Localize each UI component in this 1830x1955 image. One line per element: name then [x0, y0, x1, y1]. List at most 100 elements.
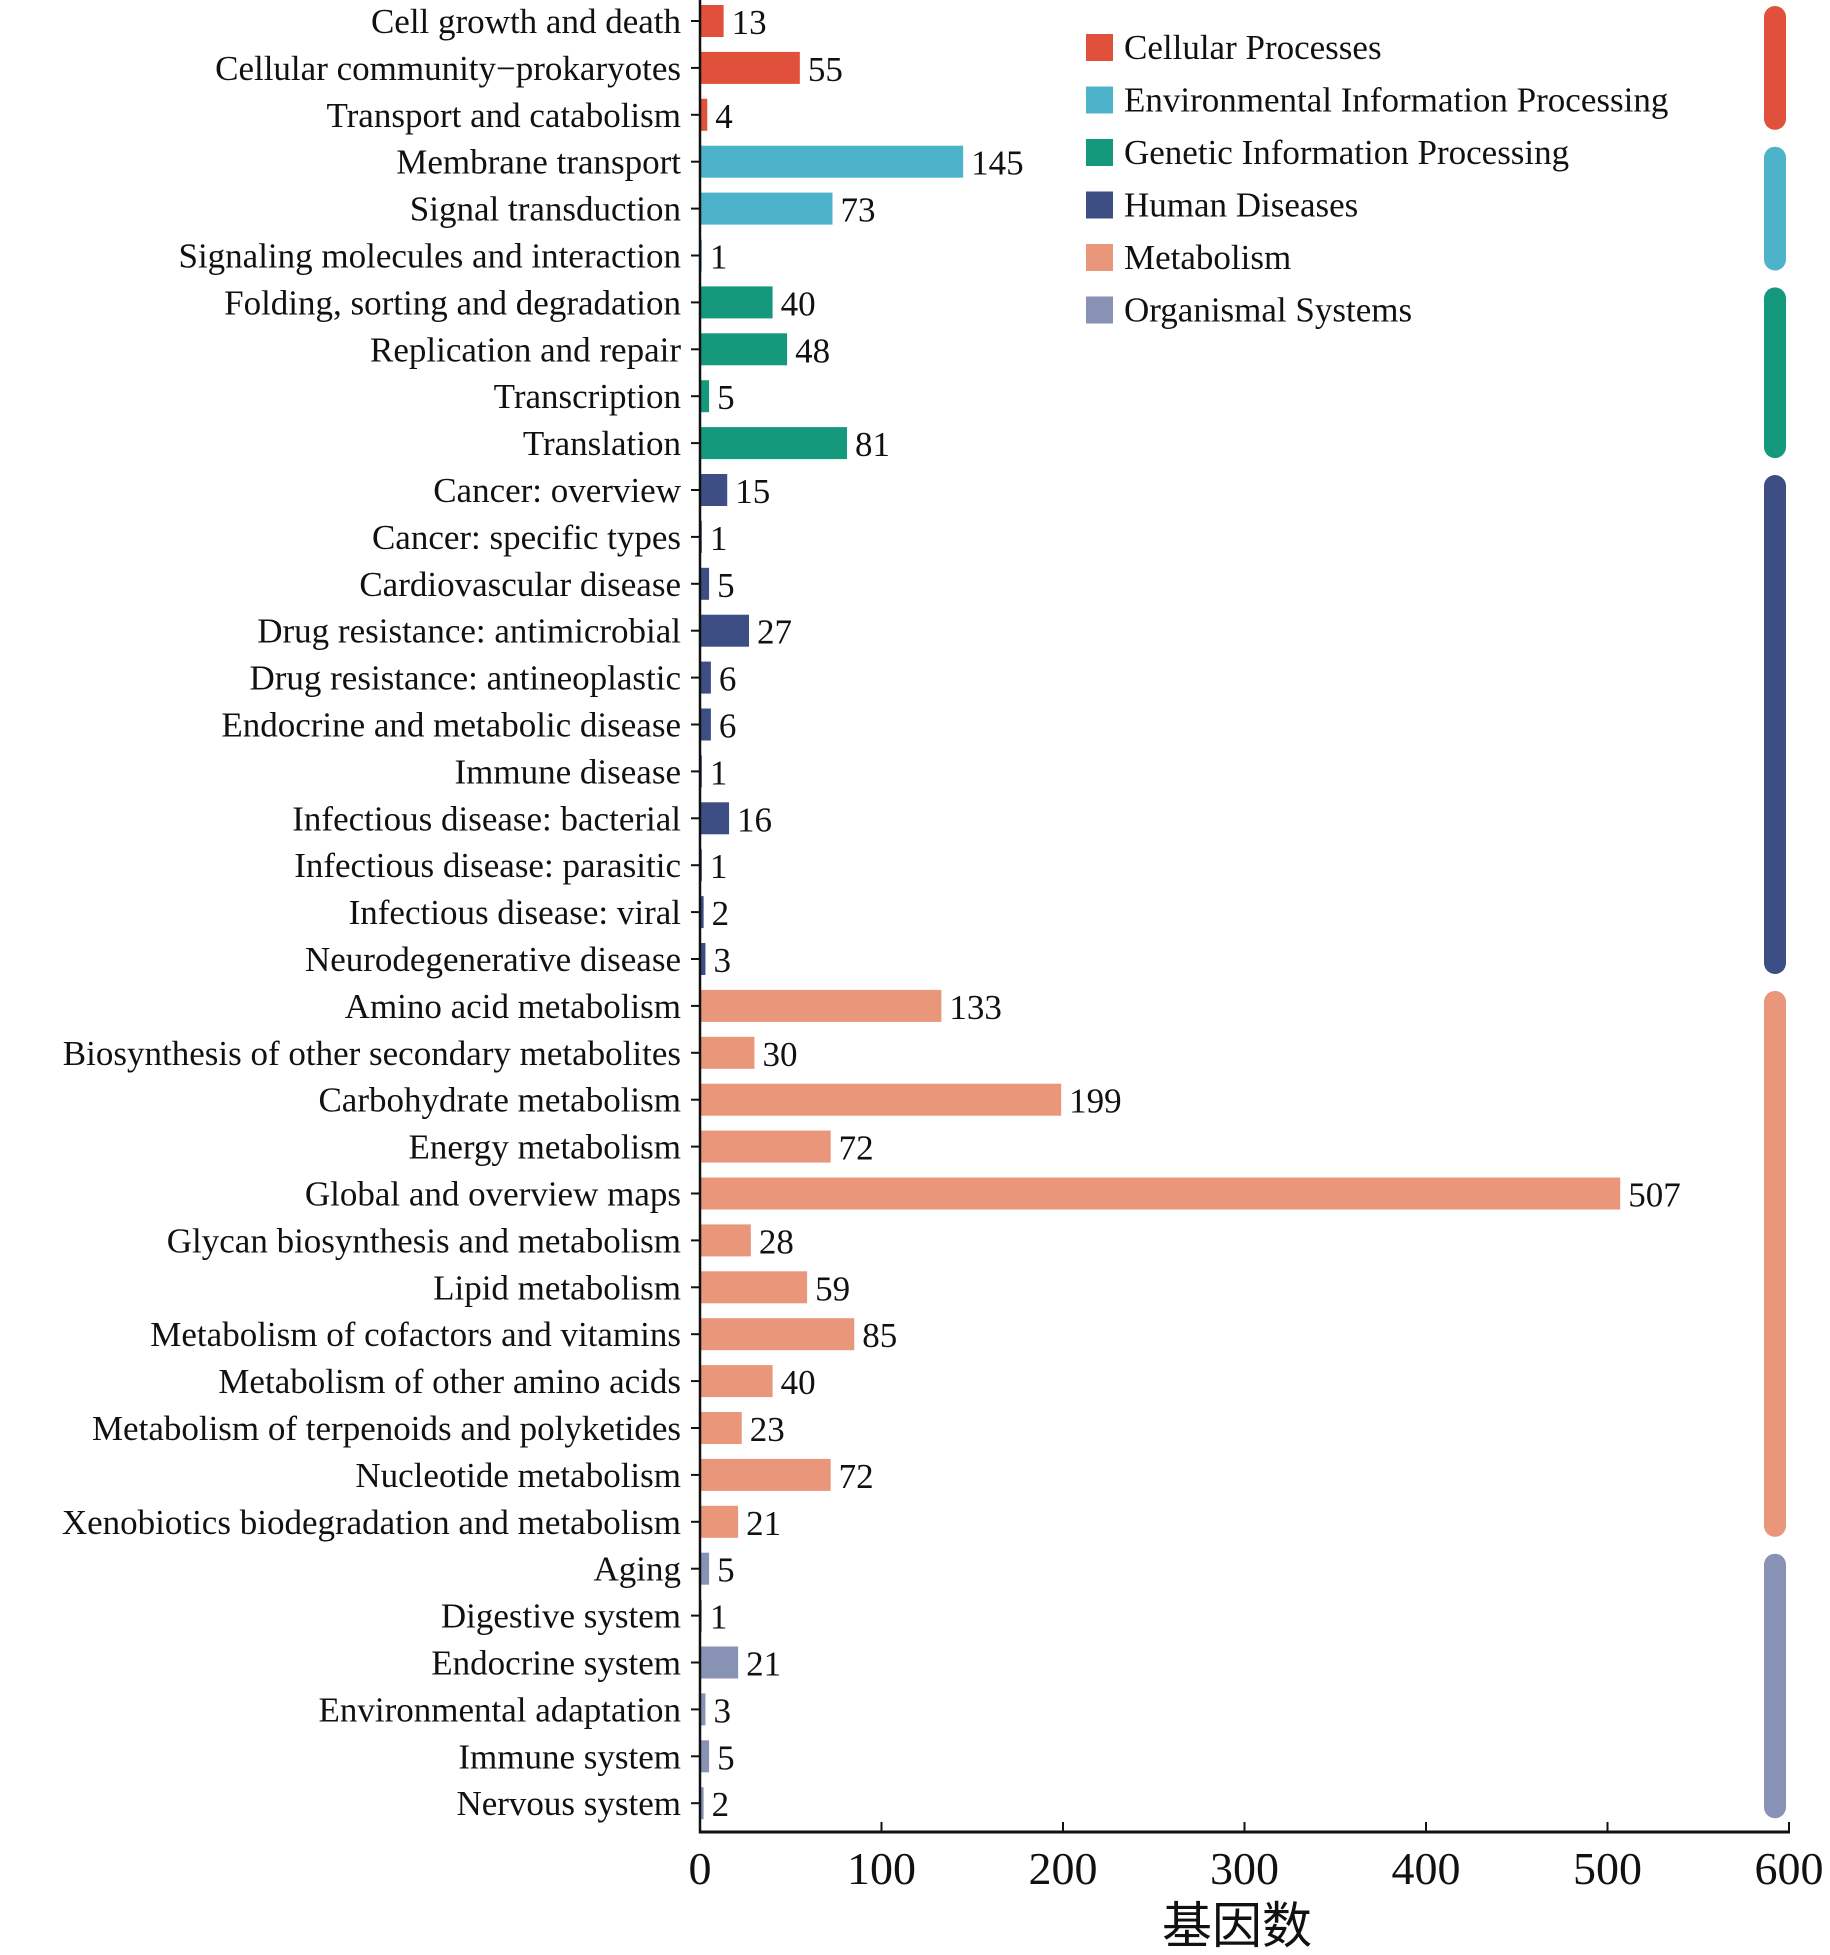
category-label: Transcription [494, 377, 681, 416]
bar [700, 1177, 1621, 1210]
category-label: Cardiovascular disease [359, 565, 681, 604]
legend-swatch [1086, 86, 1113, 114]
bar [700, 380, 710, 413]
bar [700, 1318, 855, 1351]
data-label: 73 [840, 191, 875, 230]
category-label: Global and overview maps [305, 1175, 681, 1214]
category-label: Endocrine system [431, 1644, 681, 1683]
data-label: 6 [719, 660, 737, 699]
category-label: Carbohydrate metabolism [318, 1081, 681, 1120]
bar [700, 1693, 706, 1726]
legend-label: Organismal Systems [1124, 291, 1412, 330]
bar [700, 1458, 831, 1491]
category-label: Metabolism of terpenoids and polyketides [92, 1409, 681, 1448]
category-label: Drug resistance: antineoplastic [249, 659, 681, 698]
group-side-bar [1764, 990, 1786, 1537]
legend-label: Human Diseases [1124, 186, 1358, 225]
category-label: Translation [523, 424, 681, 463]
category-label: Immune system [458, 1737, 681, 1776]
category-label: Signal transduction [410, 190, 681, 229]
category-label: Lipid metabolism [433, 1268, 681, 1307]
bar [700, 896, 704, 929]
bar [700, 989, 942, 1022]
category-label: Xenobiotics biodegradation and metabolis… [62, 1503, 681, 1542]
data-label: 3 [713, 1691, 731, 1730]
legend-swatch [1086, 191, 1113, 219]
data-label: 28 [759, 1222, 794, 1261]
bar [700, 661, 711, 694]
bar [700, 1646, 739, 1679]
data-label: 6 [719, 707, 737, 746]
bar [700, 567, 710, 600]
data-label: 13 [732, 3, 767, 42]
category-label: Membrane transport [396, 143, 681, 182]
data-label: 4 [715, 97, 733, 136]
category-label: Replication and repair [370, 330, 681, 369]
group-side-bar [1764, 1553, 1786, 1819]
category-label: Infectious disease: parasitic [294, 846, 681, 885]
legend-label: Metabolism [1124, 238, 1291, 277]
bar [700, 1740, 710, 1773]
data-label: 5 [717, 1551, 735, 1590]
data-label: 1 [710, 519, 728, 558]
category-label: Folding, sorting and degradation [224, 283, 681, 322]
x-tick-label: 200 [1029, 1843, 1098, 1894]
data-label: 40 [781, 284, 816, 323]
x-tick-label: 0 [689, 1843, 712, 1894]
legend-label: Cellular Processes [1124, 28, 1382, 67]
legend-swatch [1086, 34, 1113, 61]
bar [700, 1083, 1062, 1116]
category-label: Infectious disease: viral [349, 893, 682, 932]
category-label: Amino acid metabolism [345, 987, 681, 1026]
x-axis-title: 基因数 [1162, 1898, 1312, 1954]
category-label: Endocrine and metabolic disease [221, 706, 681, 745]
data-label: 2 [712, 894, 730, 933]
bar [700, 1036, 755, 1069]
category-label: Metabolism of other amino acids [218, 1362, 681, 1401]
data-label: 15 [735, 472, 770, 511]
bar [700, 1552, 710, 1585]
group-side-bar [1764, 475, 1786, 974]
category-label: Neurodegenerative disease [305, 940, 681, 979]
category-label: Nervous system [456, 1784, 681, 1823]
data-label: 81 [855, 425, 890, 464]
bar [700, 51, 800, 84]
data-label: 1 [710, 1598, 728, 1637]
bar [700, 614, 750, 647]
legend-label: Genetic Information Processing [1124, 133, 1569, 172]
bar [700, 1787, 704, 1820]
bar [700, 333, 788, 366]
data-label: 199 [1069, 1082, 1122, 1121]
bar [700, 5, 724, 37]
category-label: Aging [594, 1550, 682, 1589]
category-label: Cell growth and death [371, 2, 682, 41]
data-label: 5 [717, 566, 735, 605]
bar [700, 1505, 739, 1538]
x-tick-label: 600 [1755, 1843, 1824, 1894]
category-label: Cellular community−prokaryotes [215, 49, 681, 88]
data-label: 21 [746, 1645, 781, 1684]
data-label: 507 [1628, 1176, 1681, 1215]
data-label: 1 [710, 847, 728, 886]
category-label: Transport and catabolism [327, 96, 682, 135]
bar [700, 1224, 751, 1257]
data-label: 85 [862, 1316, 897, 1355]
bar [700, 1365, 773, 1398]
group-side-bar [1764, 6, 1786, 130]
bar [700, 145, 964, 178]
category-label: Glycan biosynthesis and metabolism [167, 1221, 681, 1260]
bar [700, 708, 711, 741]
data-label: 3 [713, 941, 731, 980]
bar [700, 943, 706, 975]
x-tick-label: 100 [847, 1843, 916, 1894]
data-label: 5 [717, 378, 735, 417]
category-label: Drug resistance: antimicrobial [257, 612, 681, 651]
category-label: Nucleotide metabolism [355, 1456, 681, 1495]
data-label: 21 [746, 1504, 781, 1543]
bar [700, 1412, 742, 1444]
category-label: Energy metabolism [409, 1128, 682, 1167]
legend-swatch [1086, 244, 1113, 271]
legend-swatch [1086, 296, 1113, 324]
group-side-bar [1764, 146, 1786, 271]
